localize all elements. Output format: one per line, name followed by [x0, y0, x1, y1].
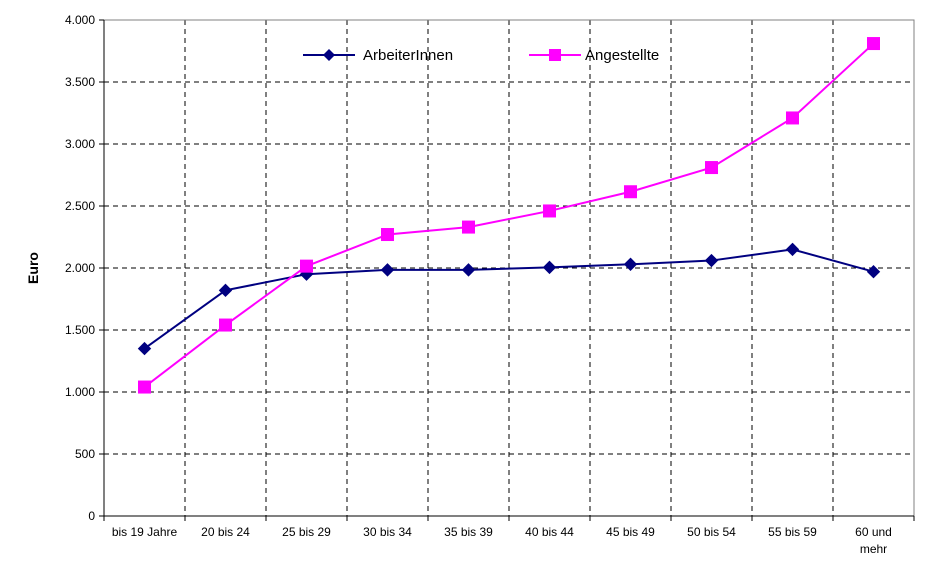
data-point-angestellte — [219, 318, 232, 332]
series-arbeiterinnen — [137, 242, 881, 356]
data-point-arbeiterinnen — [542, 260, 557, 275]
x-tick-labels: bis 19 Jahre 20 bis 24 25 bis 29 30 bis 34 3… — [112, 525, 892, 556]
y-tick-label: 0 — [88, 509, 95, 523]
data-point-arbeiterinnen — [137, 341, 152, 356]
y-tick-label: 3.500 — [65, 75, 95, 89]
y-tick-label: 4.000 — [65, 13, 95, 27]
x-tick-label: 60 und mehr — [855, 525, 892, 556]
legend-label-angestellte: Angestellte — [585, 47, 659, 64]
x-tick-label: 20 bis 24 — [201, 525, 250, 539]
data-point-arbeiterinnen — [461, 263, 476, 277]
legend-marker-angestellte — [549, 49, 561, 61]
series — [137, 37, 881, 394]
x-tick-label: 40 bis 44 — [525, 525, 574, 539]
x-tick-label: 30 bis 34 — [363, 525, 412, 539]
y-tick-label: 1.500 — [65, 323, 95, 337]
data-point-angestellte — [705, 161, 718, 175]
legend-entry-angestellte: Angestellte — [529, 47, 659, 64]
y-tick-label: 3.000 — [65, 137, 95, 151]
data-point-angestellte — [381, 228, 394, 242]
data-point-arbeiterinnen — [380, 263, 395, 277]
x-tick-label: 35 bis 39 — [444, 525, 493, 539]
y-axis-title: Euro — [25, 252, 41, 284]
data-point-arbeiterinnen — [785, 242, 800, 257]
series-line-angestellte — [143, 42, 875, 388]
y-tick-labels: 0 500 1.000 1.500 2.000 2.500 3.000 3.500 4.000 — [65, 13, 95, 523]
data-point-angestellte — [786, 111, 799, 125]
series-line-arbeiterinnen — [143, 248, 874, 350]
data-point-arbeiterinnen — [866, 265, 881, 279]
data-point-angestellte — [462, 220, 475, 234]
data-point-arbeiterinnen — [704, 253, 719, 268]
data-point-arbeiterinnen — [623, 257, 638, 271]
y-tick-label: 2.500 — [65, 199, 95, 213]
legend-label-arbeiterinnen: ArbeiterInnen — [363, 47, 453, 64]
x-tick-label: 55 bis 59 — [768, 525, 817, 539]
series-angestellte — [138, 37, 880, 394]
data-point-angestellte — [867, 37, 880, 51]
legend-marker-arbeiterinnen — [323, 49, 335, 61]
data-point-angestellte — [543, 204, 556, 218]
data-point-angestellte — [300, 259, 313, 273]
y-tick-label: 500 — [75, 447, 95, 461]
axes — [99, 19, 915, 521]
y-tick-label: 2.000 — [65, 261, 95, 275]
legend: ArbeiterInnen Angestellte — [303, 47, 659, 64]
data-point-arbeiterinnen — [218, 283, 233, 298]
legend-entry-arbeiterinnen: ArbeiterInnen — [303, 47, 453, 64]
x-tick-label: 25 bis 29 — [282, 525, 331, 539]
x-tick-label: 45 bis 49 — [606, 525, 655, 539]
y-tick-label: 1.000 — [65, 385, 95, 399]
x-tick-label: 50 bis 54 — [687, 525, 736, 539]
data-point-angestellte — [138, 380, 151, 394]
x-tick-label: bis 19 Jahre — [112, 525, 178, 539]
data-point-angestellte — [624, 185, 637, 199]
